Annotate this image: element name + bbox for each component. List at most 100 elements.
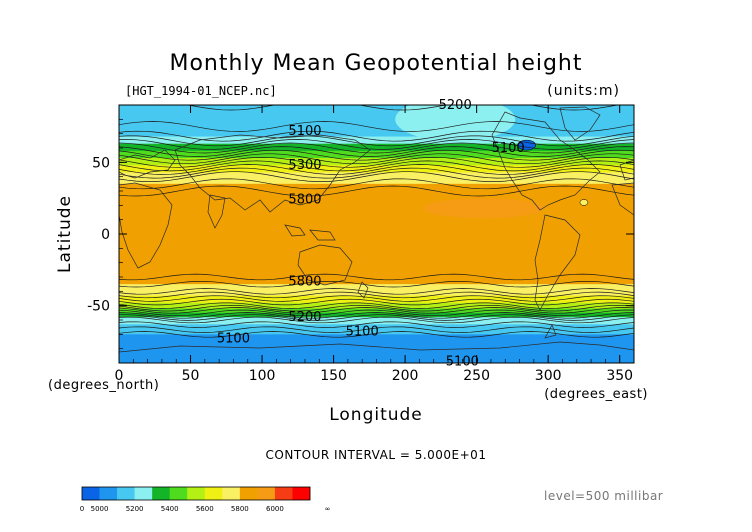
height-band [119,202,634,205]
height-band [119,282,634,285]
contour-label: 5200 [439,98,472,113]
height-band [119,328,634,331]
height-band [119,143,634,146]
height-band [119,255,634,258]
height-band [119,106,634,109]
contour-line [119,156,634,168]
color-bar-swatch [222,487,241,500]
height-band [119,266,634,269]
height-band [119,254,634,257]
color-bar-label: 6000 [266,505,284,513]
contour-line [119,316,634,324]
color-bar-swatch [99,487,118,500]
color-bar-label: 5400 [161,505,179,513]
color-bar-label: 5600 [196,505,214,513]
contour-line [119,314,634,321]
height-band [119,122,634,125]
units-label: (units:m) [547,83,620,99]
height-band [119,309,634,312]
contour-line [119,273,634,281]
color-bar-swatch [187,487,206,500]
height-band [119,133,634,136]
height-band [119,317,634,320]
height-band [119,216,634,219]
contour-line [119,309,634,317]
height-band [119,256,634,259]
color-bar-swatch [117,487,135,500]
height-band [119,338,634,341]
x-tick-label: 100 [249,368,276,384]
height-band [119,175,634,178]
height-band [119,126,634,129]
height-band [119,188,634,191]
height-band [119,221,634,224]
color-bar-label: 5200 [126,505,144,513]
x-tick-label: 300 [535,368,562,384]
height-band [119,298,634,301]
contour-line [119,142,634,154]
contour-line [119,153,634,165]
height-band [119,341,634,344]
contour-label: 5800 [288,274,321,289]
height-band [119,301,634,304]
height-band [119,120,634,123]
height-band [119,116,634,119]
height-band [119,312,634,315]
contour-label: 5100 [492,141,525,156]
height-band [119,314,634,317]
height-band [119,279,634,282]
x-unit-label: (degrees_east) [544,387,648,402]
contour-line [119,291,634,299]
height-band [119,251,634,254]
contour-line [119,164,634,175]
x-tick-label: 200 [392,368,419,384]
height-band [119,246,634,249]
contour-line [119,149,634,161]
height-band [119,222,634,225]
height-band [119,150,634,153]
height-band [119,252,634,255]
x-tick-label: 150 [320,368,347,384]
height-band [119,284,634,287]
height-band [119,193,634,196]
height-band [119,242,634,245]
height-band [119,258,634,261]
height-band [119,275,634,278]
height-band [119,271,634,274]
height-band [119,287,634,290]
height-band [119,185,634,188]
contour-label: 5100 [217,332,250,347]
height-band [119,225,634,228]
height-band [119,228,634,231]
height-band [119,325,634,328]
height-band [119,274,634,277]
small-anomaly [579,199,589,206]
height-band [119,196,634,199]
color-bar-swatch [169,487,188,500]
height-band [119,168,634,171]
height-band [119,351,634,354]
height-band [119,348,634,351]
height-band [119,330,634,333]
height-band [119,173,634,176]
height-band [119,337,634,340]
color-bar-swatch [292,487,311,500]
height-band [119,140,634,143]
height-band [119,123,634,126]
contour-line [119,321,634,328]
height-band [119,269,634,272]
height-band [119,146,634,149]
height-band [119,241,634,244]
height-band [119,342,634,345]
contour-line [119,171,634,182]
height-band [119,162,634,165]
height-band [119,109,634,112]
height-band [119,305,634,308]
height-band [119,272,634,275]
height-band [119,261,634,264]
contour-line [119,135,634,147]
height-band [119,125,634,128]
height-band [119,145,634,148]
height-band [119,212,634,215]
contour-line [119,178,634,190]
